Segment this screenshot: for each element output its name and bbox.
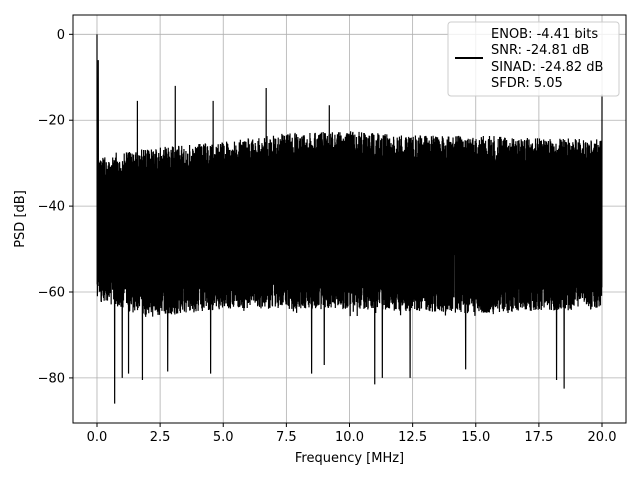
x-tick-label: 0.0 xyxy=(87,430,108,445)
x-axis-ticks: 0.0 2.5 5.0 7.5 10.0 12.5 15.0 17.5 20.0 xyxy=(87,423,617,445)
x-tick-label: 2.5 xyxy=(150,430,171,445)
legend-entry-sinad: SINAD: -24.82 dB xyxy=(491,60,603,75)
legend-entry-sfdr: SFDR: 5.05 xyxy=(491,76,563,91)
y-tick-label: 0 xyxy=(57,28,65,43)
legend-entry-enob: ENOB: -4.41 bits xyxy=(491,27,598,42)
y-tick-label: −60 xyxy=(38,286,65,301)
plot-area xyxy=(96,34,603,404)
y-axis-ticks: 0 −20 −40 −60 −80 xyxy=(38,28,73,386)
legend-entry-snr: SNR: -24.81 dB xyxy=(491,43,589,58)
legend: ENOB: -4.41 bits SNR: -24.81 dB SINAD: -… xyxy=(447,21,620,97)
x-tick-label: 12.5 xyxy=(398,430,427,445)
x-tick-label: 7.5 xyxy=(276,430,297,445)
y-tick-label: −80 xyxy=(38,371,65,386)
x-tick-label: 5.0 xyxy=(213,430,234,445)
y-tick-label: −40 xyxy=(38,200,65,215)
x-tick-label: 15.0 xyxy=(461,430,490,445)
x-axis-label: Frequency [MHz] xyxy=(295,451,404,466)
x-tick-label: 20.0 xyxy=(588,430,617,445)
x-tick-label: 17.5 xyxy=(524,430,553,445)
y-axis-label: PSD [dB] xyxy=(13,190,28,248)
x-tick-label: 10.0 xyxy=(335,430,364,445)
psd-series-line xyxy=(96,34,603,404)
legend-box xyxy=(447,21,620,97)
y-tick-label: −20 xyxy=(38,114,65,129)
